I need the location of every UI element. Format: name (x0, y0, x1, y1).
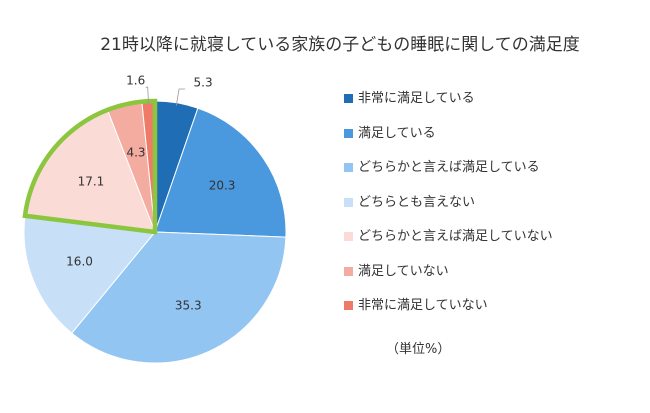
legend-label: どちらとも言えない (358, 194, 476, 210)
legend-label: どちらかと言えば満足している (358, 160, 540, 175)
legend-item: 満足している (336, 125, 636, 160)
legend-item: どちらとも言えない (336, 194, 636, 229)
legend-swatch (344, 163, 353, 172)
pie-slice-2 (154, 107, 287, 238)
legend-label: 非常に満足していない (358, 298, 488, 313)
data-label-7: 1.6 (126, 74, 145, 88)
legend-item: 非常に満足していない (336, 297, 636, 332)
legend-label: 満足していない (358, 263, 449, 279)
data-label-5: 17.1 (78, 175, 105, 189)
legend-item: 非常に満足している (336, 90, 636, 125)
legend-swatch (344, 266, 353, 276)
legend-label: 満足している (358, 125, 436, 141)
legend-item: 満足していない (336, 263, 636, 298)
chart-title: 21時以降に就寝している家族の子どもの睡眠に関しての満足度 (100, 35, 580, 55)
legend-swatch (344, 94, 353, 103)
highlight-outline (22, 98, 158, 235)
leader-line-7 (145, 86, 149, 105)
legend-swatch (344, 301, 353, 310)
pie-slice-3 (71, 231, 287, 364)
legend-label: 非常に満足している (358, 91, 475, 106)
pie-slice-4 (23, 215, 156, 334)
data-label-2: 20.3 (209, 179, 236, 193)
unit-note: （単位%） (386, 342, 451, 357)
legend-item: どちらかと言えば満足していない (336, 228, 636, 263)
legend: 非常に満足している 満足しているどちらかと言えば満足している どちらとも言えないどち… (336, 90, 636, 332)
data-label-3: 35.3 (175, 299, 202, 313)
legend-label: どちらかと言えば満足していない (358, 229, 553, 244)
leader-line-1 (175, 88, 186, 106)
data-label-1: 5.3 (194, 76, 213, 90)
data-label-6: 4.3 (126, 146, 145, 160)
legend-item: どちらかと言えば満足している (336, 159, 636, 194)
legend-swatch (344, 197, 353, 207)
legend-swatch (344, 232, 353, 241)
data-label-4: 16.0 (66, 255, 93, 269)
legend-swatch (344, 128, 353, 138)
